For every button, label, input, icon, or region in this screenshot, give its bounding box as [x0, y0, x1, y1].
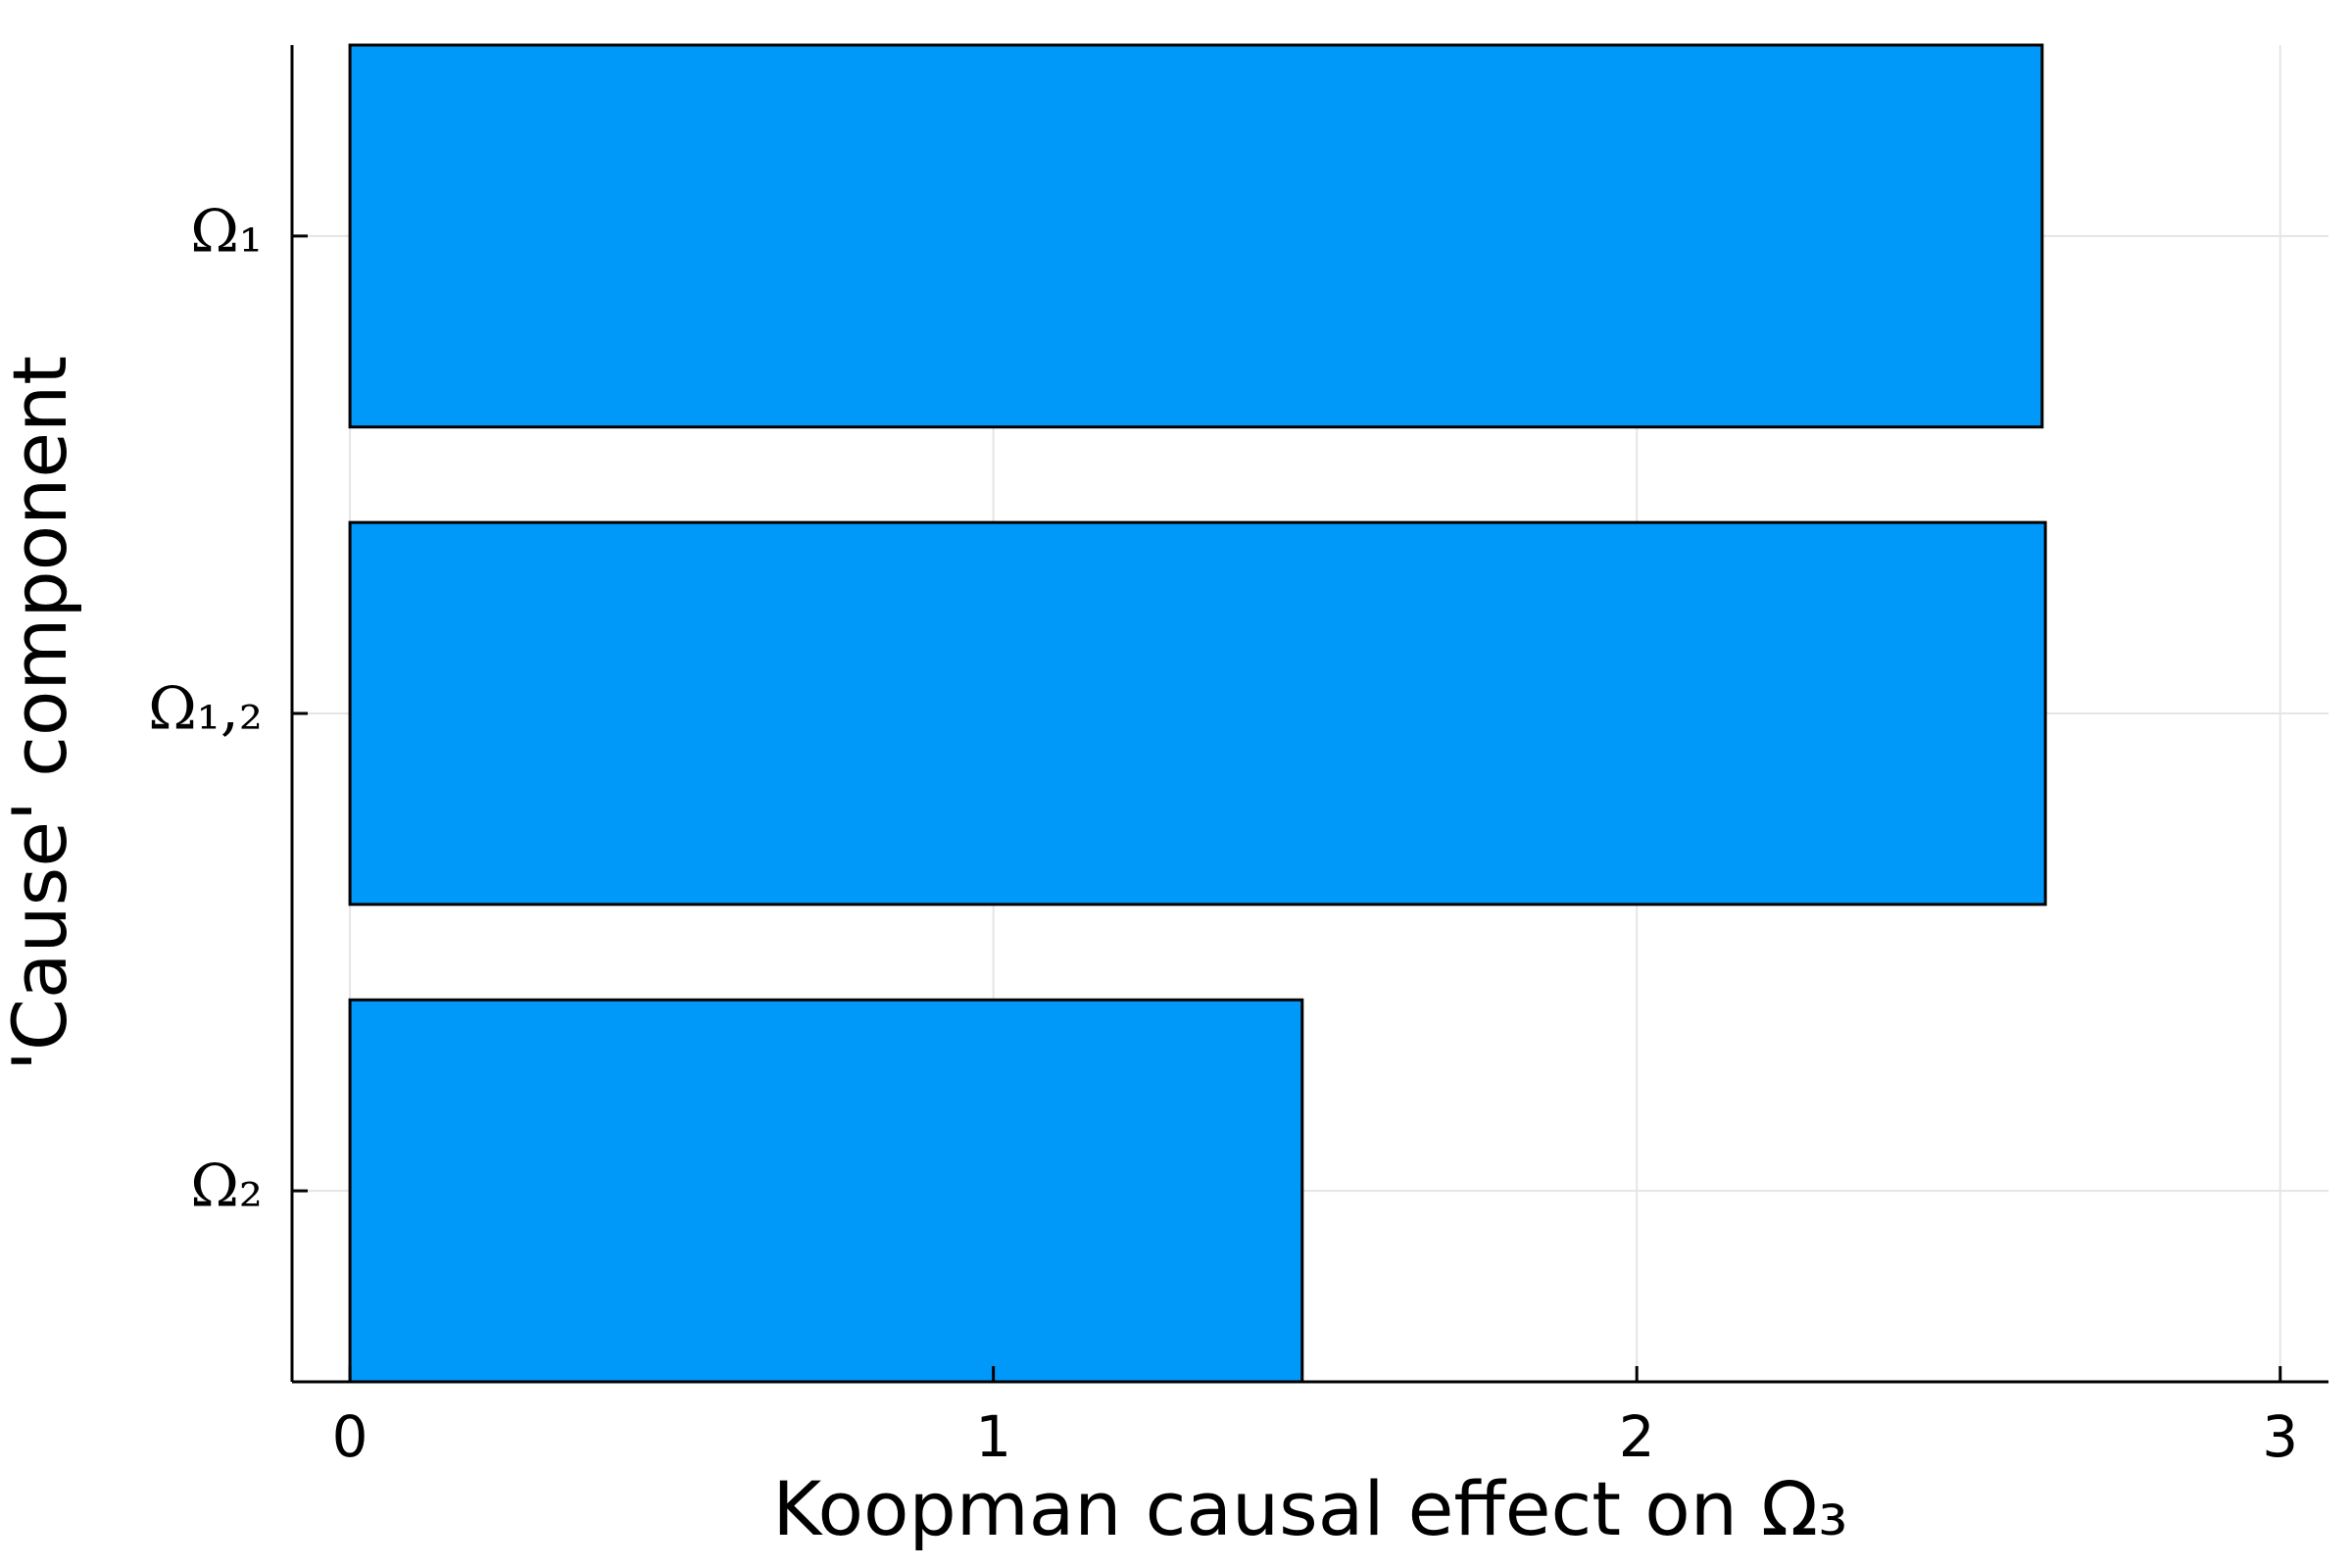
x-axis-label: Koopman causal effect on Ω₃ [772, 1465, 1847, 1552]
bar [348, 998, 1304, 1384]
x-tick-label: 0 [332, 1403, 368, 1470]
y-tick-label: Ω₁ [190, 197, 263, 266]
x-tick-label: 2 [1619, 1403, 1655, 1470]
x-tick-label: 1 [975, 1403, 1011, 1470]
y-axis-label: 'Cause' component [0, 356, 83, 1071]
y-tick-label: Ω₂ [190, 1152, 263, 1221]
y-tick-label: Ω₁,₂ [148, 675, 263, 744]
x-tick-label: 3 [2262, 1403, 2298, 1470]
bar [348, 520, 2047, 906]
bar [348, 43, 2044, 429]
